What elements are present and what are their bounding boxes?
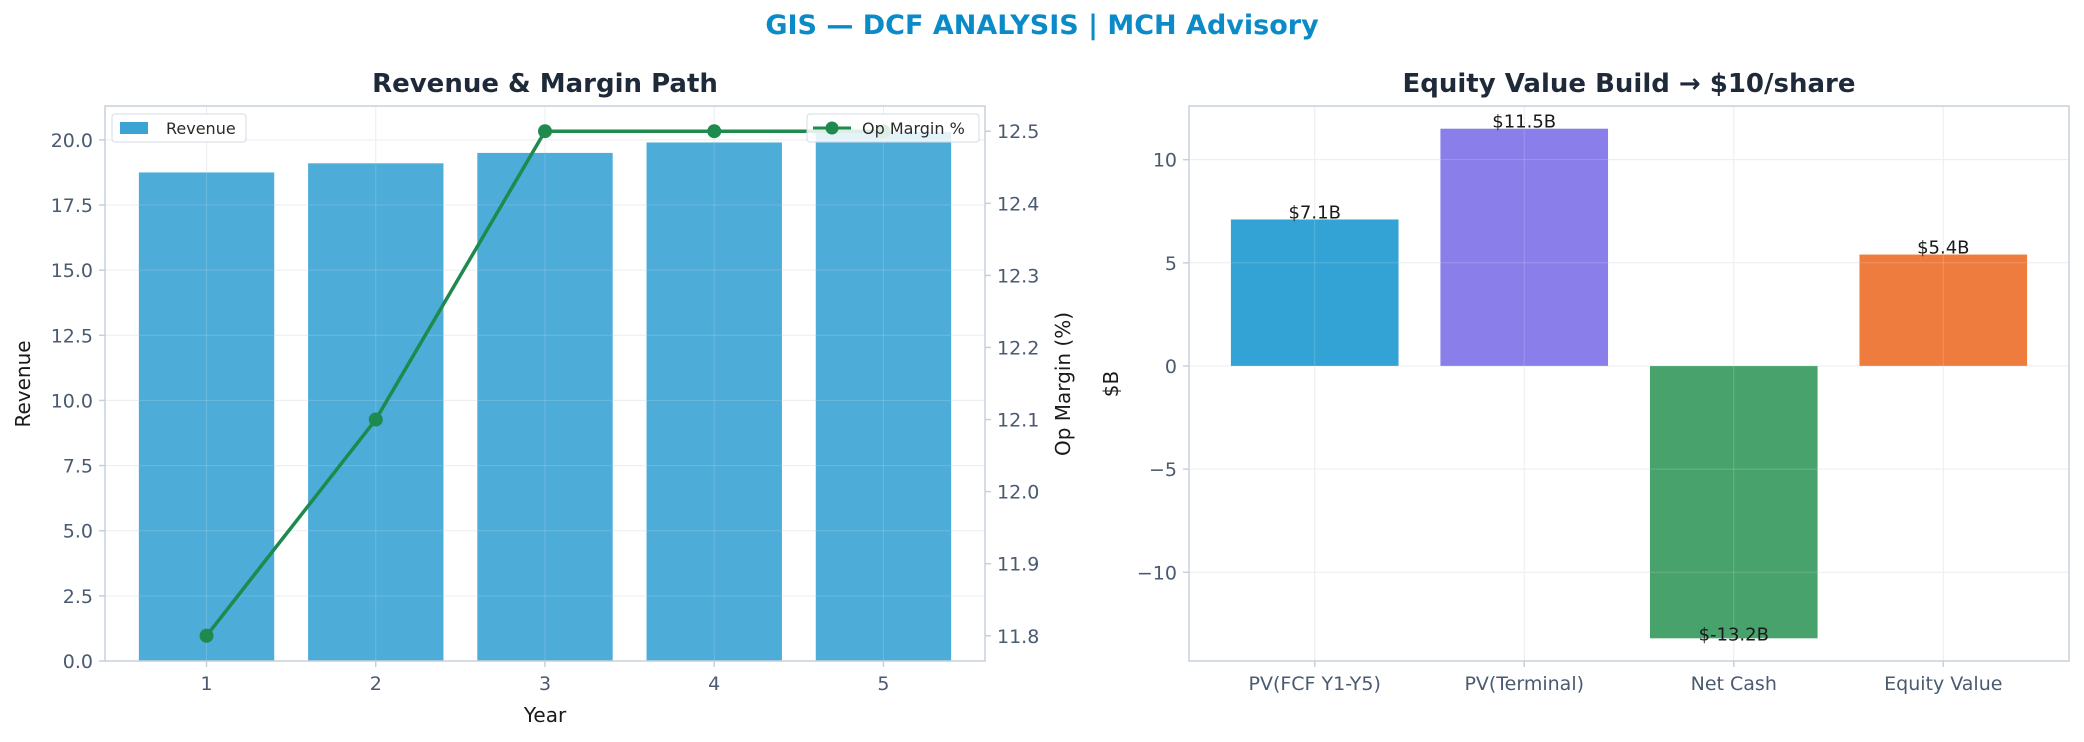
equity-x-ticks: PV(FCF Y1-Y5) PV(Terminal) Net Cash Equity … <box>1248 661 2002 695</box>
margin-point <box>707 124 722 139</box>
year-x-ticks: 1 2 3 4 5 <box>200 661 890 695</box>
equity-bar <box>1230 219 1399 366</box>
equity-data-label: $-13.2B <box>1699 624 1769 645</box>
margin-tick-label: 12.2 <box>997 337 1039 359</box>
revenue-tick-label: 2.5 <box>63 586 93 608</box>
margin-point <box>199 628 214 643</box>
revenue-chart-title: Revenue & Margin Path <box>372 69 718 99</box>
margin-line <box>199 124 891 643</box>
revenue-tick-label: 10.0 <box>51 390 93 412</box>
revenue-tick-label: 5.0 <box>63 521 93 543</box>
equity-tick-label: −5 <box>1149 459 1177 481</box>
equity-category-tick-label: Equity Value <box>1884 673 2002 695</box>
revenue-bar <box>308 163 444 661</box>
equity-data-label: $7.1B <box>1288 202 1340 223</box>
margin-tick-label: 12.0 <box>997 482 1039 504</box>
equity-bars <box>1189 106 2069 661</box>
revenue-tick-label: 17.5 <box>51 195 93 217</box>
margin-legend: Op Margin % <box>806 113 980 143</box>
margin-point <box>368 412 383 427</box>
equity-chart-grid <box>1189 106 2069 661</box>
equity-y-ticks: −10 −5 0 5 10 <box>1137 150 1189 584</box>
year-tick-label: 5 <box>877 673 889 695</box>
revenue-bar <box>646 142 782 661</box>
equity-data-label: $5.4B <box>1917 238 1969 259</box>
year-tick-label: 1 <box>200 673 212 695</box>
equity-bar <box>1859 254 2028 366</box>
equity-bar <box>1649 365 1818 639</box>
revenue-tick-label: 7.5 <box>63 456 93 478</box>
margin-tick-label: 11.9 <box>997 554 1039 576</box>
revenue-bar <box>815 132 952 661</box>
revenue-tick-label: 20.0 <box>51 130 93 152</box>
equity-build-chart: Equity Value Build → $10/share $7.1B $11.… <box>1099 69 2070 695</box>
equity-tick-label: 10 <box>1153 150 1177 172</box>
margin-tick-label: 12.5 <box>997 121 1039 143</box>
revenue-x-axis-label: Year <box>523 703 567 727</box>
equity-tick-label: −10 <box>1137 562 1177 584</box>
equity-chart-title: Equity Value Build → $10/share <box>1403 69 1856 99</box>
equity-data-label: $11.5B <box>1492 112 1556 133</box>
revenue-margin-chart: Revenue & Margin Path 0.02.55.07.510.012… <box>11 69 1075 727</box>
margin-tick-label: 12.4 <box>997 193 1039 215</box>
year-tick-label: 2 <box>370 673 382 695</box>
revenue-y-axis-label: Revenue <box>11 340 35 427</box>
revenue-bar <box>477 152 613 661</box>
figure-title: GIS — DCF ANALYSIS | MCH Advisory <box>765 10 1319 41</box>
revenue-legend-swatch <box>120 122 148 134</box>
equity-tick-label: 5 <box>1165 253 1177 275</box>
margin-legend-box <box>806 113 980 143</box>
margin-tick-label: 12.3 <box>997 265 1039 287</box>
margin-y-ticks: 11.8 11.9 12.0 12.1 12.2 12.3 12.4 12.5 <box>985 121 1039 648</box>
revenue-legend-label: Revenue <box>166 119 236 138</box>
equity-category-tick-label: PV(FCF Y1-Y5) <box>1248 673 1380 695</box>
revenue-tick-label: 0.0 <box>63 651 93 673</box>
margin-tick-label: 12.1 <box>997 410 1039 432</box>
year-tick-label: 4 <box>708 673 720 695</box>
equity-category-tick-label: Net Cash <box>1691 673 1777 695</box>
year-tick-label: 3 <box>539 673 551 695</box>
revenue-legend-box <box>111 113 247 143</box>
margin-tick-label: 11.8 <box>997 626 1039 648</box>
equity-chart-frame <box>1188 105 2070 662</box>
revenue-y-ticks: 0.0 2.5 5.0 7.5 10.0 12.5 15.0 17.5 20.0 <box>51 130 105 673</box>
equity-bar <box>1440 128 1609 366</box>
revenue-bars <box>105 106 985 662</box>
margin-legend-marker <box>825 121 839 135</box>
margin-legend-label: Op Margin % <box>862 119 965 138</box>
equity-tick-label: 0 <box>1165 356 1177 378</box>
margin-y-axis-label: Op Margin (%) <box>1051 312 1075 456</box>
equity-data-labels: $7.1B $11.5B $-13.2B $5.4B <box>1288 112 1969 646</box>
equity-y-axis-label: $B <box>1099 371 1123 397</box>
revenue-tick-label: 12.5 <box>51 325 93 347</box>
revenue-legend: Revenue <box>111 113 247 143</box>
revenue-tick-label: 15.0 <box>51 260 93 282</box>
margin-point <box>538 124 552 139</box>
equity-category-tick-label: PV(Terminal) <box>1464 673 1584 695</box>
